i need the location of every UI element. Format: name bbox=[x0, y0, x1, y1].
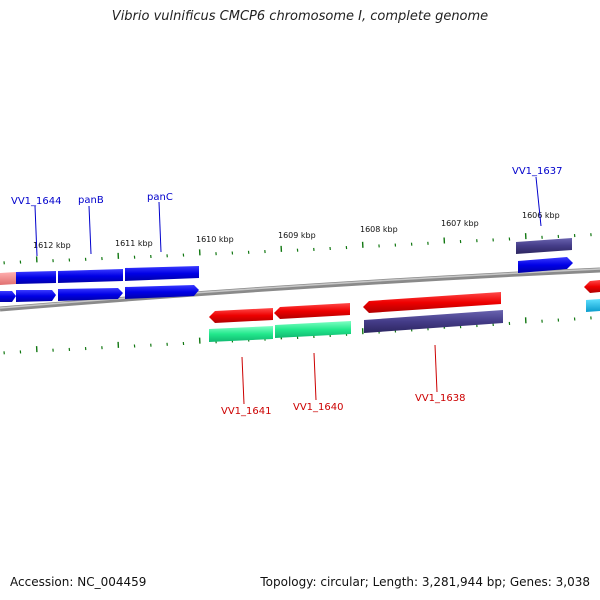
reverse-gene-track bbox=[209, 280, 600, 323]
label-panb[interactable]: panB bbox=[78, 195, 104, 206]
gene-vv1-1638[interactable] bbox=[363, 292, 501, 313]
map-title: Vibrio vulnificus CMCP6 chromosome I, co… bbox=[111, 9, 489, 24]
label-vv1-1644[interactable]: VV1_1644 bbox=[11, 196, 62, 207]
label-vv1-1637[interactable]: VV1_1637 bbox=[512, 166, 563, 177]
cds-partial-right-cyan[interactable] bbox=[586, 299, 600, 312]
cds-vv1-1644[interactable] bbox=[16, 290, 56, 302]
cds-panc[interactable] bbox=[125, 285, 199, 299]
kbp-label-1609: 1609 kbp bbox=[278, 231, 316, 240]
outer-tick-row bbox=[3, 233, 592, 265]
gene-panb[interactable] bbox=[58, 269, 123, 283]
kbp-label-1608: 1608 kbp bbox=[360, 225, 398, 234]
cds-vv1-1640[interactable] bbox=[275, 321, 351, 338]
forward-gene-track bbox=[0, 238, 572, 285]
inner-tick-row bbox=[3, 316, 592, 355]
forward-leader-lines bbox=[34, 176, 542, 257]
cds-vv1-1638[interactable] bbox=[364, 310, 503, 333]
cds-vv1-1641[interactable] bbox=[209, 326, 273, 342]
gene-vv1-1644[interactable] bbox=[16, 271, 56, 284]
kbp-label-1606: 1606 kbp bbox=[522, 211, 560, 220]
gene-vv1-1641[interactable] bbox=[209, 308, 273, 323]
label-vv1-1640[interactable]: VV1_1640 bbox=[293, 402, 344, 413]
kbp-label-1611: 1611 kbp bbox=[115, 239, 153, 248]
gene-partial-right-red[interactable] bbox=[584, 280, 600, 293]
gene-vv1-1637[interactable] bbox=[516, 238, 572, 254]
gene-partial-left-pink[interactable] bbox=[0, 272, 16, 285]
cds-vv1-1637[interactable] bbox=[518, 257, 573, 273]
label-vv1-1638[interactable]: VV1_1638 bbox=[415, 393, 466, 404]
cds-partial-left[interactable] bbox=[0, 291, 16, 302]
reverse-leader-lines bbox=[241, 344, 438, 405]
reverse-cds-track bbox=[209, 299, 600, 342]
kbp-label-1607: 1607 kbp bbox=[441, 219, 479, 228]
label-panc[interactable]: panC bbox=[147, 192, 173, 203]
chromosome-backbone bbox=[0, 267, 600, 312]
kbp-label-1612: 1612 kbp bbox=[33, 241, 71, 250]
gene-vv1-1640[interactable] bbox=[274, 303, 350, 319]
kbp-label-1610: 1610 kbp bbox=[196, 235, 234, 244]
label-vv1-1641[interactable]: VV1_1641 bbox=[221, 406, 272, 417]
cds-panb[interactable] bbox=[58, 288, 123, 301]
topology-summary: Topology: circular; Length: 3,281,944 bp… bbox=[260, 575, 590, 589]
accession-text: Accession: NC_004459 bbox=[10, 575, 147, 589]
forward-cds-track bbox=[0, 257, 573, 302]
gene-panc[interactable] bbox=[125, 266, 199, 281]
